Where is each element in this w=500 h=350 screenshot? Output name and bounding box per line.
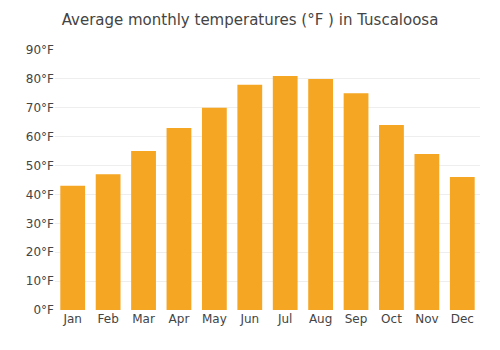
svg-text:10°F: 10°F: [26, 274, 54, 288]
svg-text:Dec: Dec: [451, 312, 474, 326]
svg-text:30°F: 30°F: [26, 217, 54, 231]
svg-text:May: May: [202, 312, 227, 326]
svg-text:Feb: Feb: [98, 312, 119, 326]
svg-text:Apr: Apr: [169, 312, 190, 326]
svg-text:20°F: 20°F: [26, 245, 54, 259]
svg-text:50°F: 50°F: [26, 159, 54, 173]
svg-text:Mar: Mar: [132, 312, 155, 326]
svg-text:70°F: 70°F: [26, 101, 54, 115]
svg-text:40°F: 40°F: [26, 188, 54, 202]
svg-text:Jan: Jan: [62, 312, 82, 326]
svg-text:Jun: Jun: [239, 312, 259, 326]
svg-text:Nov: Nov: [415, 312, 438, 326]
svg-text:Average monthly temperatures (: Average monthly temperatures (°F ) in Tu…: [62, 11, 439, 29]
svg-text:Sep: Sep: [345, 312, 368, 326]
svg-text:60°F: 60°F: [26, 130, 54, 144]
svg-text:0°F: 0°F: [33, 303, 54, 317]
svg-text:90°F: 90°F: [26, 43, 54, 57]
svg-text:Aug: Aug: [309, 312, 332, 326]
svg-text:Jul: Jul: [277, 312, 292, 326]
svg-text:Oct: Oct: [381, 312, 402, 326]
svg-text:80°F: 80°F: [26, 72, 54, 86]
